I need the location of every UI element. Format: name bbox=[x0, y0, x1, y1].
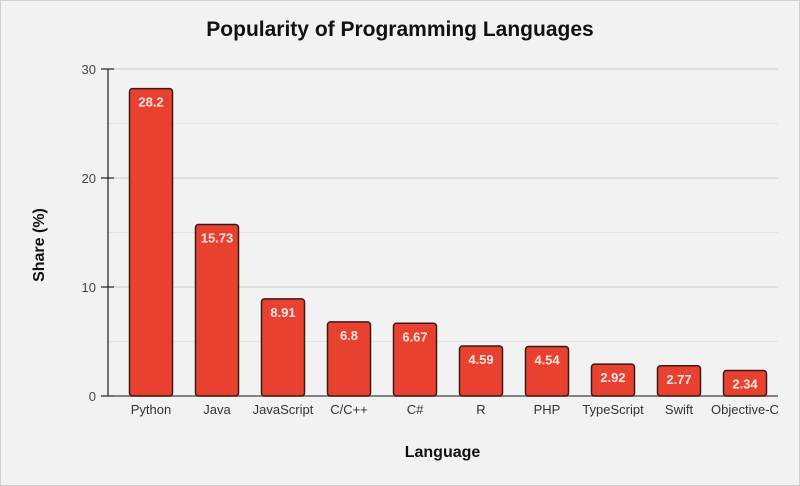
bar-value-label: 2.92 bbox=[600, 370, 625, 385]
x-tick-label: R bbox=[476, 402, 485, 417]
x-axis-label: Language bbox=[404, 444, 481, 461]
x-tick-label: C# bbox=[407, 402, 424, 417]
y-tick-label: 10 bbox=[82, 280, 96, 295]
bar-swift bbox=[656, 365, 702, 397]
bar-r bbox=[458, 345, 504, 397]
bar-value-label: 6.67 bbox=[402, 329, 427, 344]
bar-value-label: 8.91 bbox=[270, 305, 295, 320]
x-tick-label: Swift bbox=[665, 402, 694, 417]
bar-value-label: 2.77 bbox=[666, 372, 691, 387]
bar-java bbox=[194, 223, 240, 397]
y-tick-label: 30 bbox=[82, 62, 96, 77]
chart-title: Popularity of Programming Languages bbox=[206, 18, 594, 41]
x-tick-label: JavaScript bbox=[253, 402, 314, 417]
x-tick-label: C/C++ bbox=[330, 402, 368, 417]
x-tick-label: PHP bbox=[534, 402, 561, 417]
y-tick-label: 0 bbox=[89, 389, 96, 404]
bar-javascript bbox=[260, 298, 306, 397]
bar-objective-c bbox=[722, 369, 768, 397]
bar-value-label: 6.8 bbox=[340, 328, 358, 343]
bar-value-label: 28.2 bbox=[138, 95, 163, 110]
bar-value-label: 4.59 bbox=[468, 352, 493, 367]
bar-value-label: 4.54 bbox=[534, 353, 560, 368]
bar-php bbox=[524, 345, 570, 397]
bar-typescript bbox=[590, 363, 636, 397]
bar-value-label: 15.73 bbox=[201, 231, 234, 246]
x-tick-label: TypeScript bbox=[582, 402, 644, 417]
bar-value-label: 2.34 bbox=[732, 376, 758, 391]
bar-python bbox=[128, 87, 174, 397]
y-tick-label: 20 bbox=[82, 171, 96, 186]
x-tick-label: Objective-C bbox=[711, 402, 779, 417]
x-tick-label: Python bbox=[131, 402, 171, 417]
x-tick-label: Java bbox=[203, 402, 231, 417]
bar-c- bbox=[392, 322, 438, 397]
bar-c-c- bbox=[326, 321, 372, 397]
